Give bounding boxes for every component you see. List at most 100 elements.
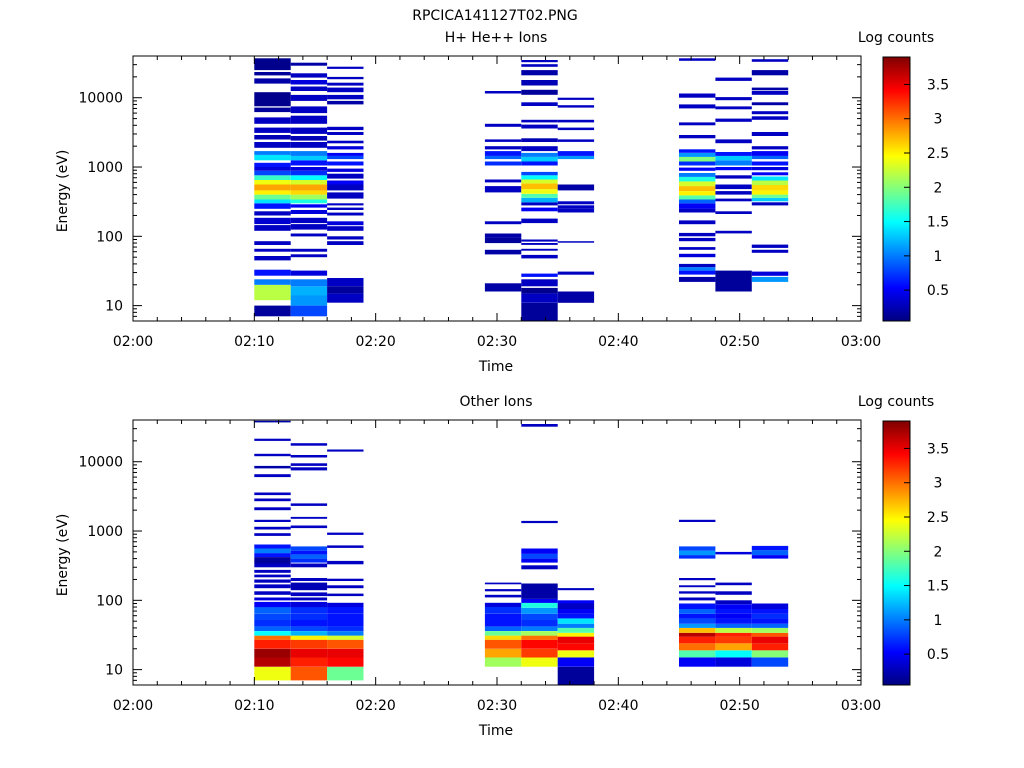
heatmap-cell [521,171,558,176]
heatmap-cell [327,168,364,172]
colorbar [882,56,911,322]
heatmap-cell [290,248,328,252]
heatmap-cell [254,167,291,171]
heatmap-cell [521,620,558,627]
heatmap-cell [327,155,364,160]
colorbar-tick-label: 3 [934,112,943,128]
heatmap-cell [290,199,328,204]
heatmap-cell [327,657,364,667]
heatmap-cell [521,146,558,152]
heatmap-cell [290,305,328,317]
heatmap-cell [751,271,789,276]
heatmap-cell [751,59,789,62]
heatmap-cell [557,618,595,624]
heatmap-cell [557,613,595,619]
heatmap-cell [751,555,789,559]
heatmap-cell [254,533,291,536]
heatmap-cell [254,438,291,441]
heatmap-cell [715,118,752,122]
heatmap-cell [254,269,291,276]
heatmap-cell [557,241,595,243]
heatmap-cell [557,609,595,614]
panel-h-he-ions: H+ He++ Ions Log counts 02:00 02:10 02:20 0… [55,30,949,375]
heatmap-cell [327,449,364,452]
heatmap-cell [484,613,522,620]
heatmap-cell [327,161,364,166]
heatmap-cell [751,176,789,181]
y-tick-label: 1000 [87,160,123,176]
heatmap-cell [254,453,291,457]
heatmap-cell [327,203,364,206]
heatmap-cell [715,270,752,292]
heatmap-cell [557,666,595,685]
heatmap-cell [679,578,716,581]
heatmap-cell [254,142,291,148]
heatmap-cell [290,601,328,608]
heatmap-cell [254,569,291,573]
heatmap-cell [290,631,328,636]
heatmap-cell [521,197,558,203]
heatmap-cell [254,666,291,681]
x-tick-label: 02:00 [113,698,153,714]
heatmap-cell [254,199,291,204]
heatmap-cell [751,151,789,156]
heatmap-cell [484,602,522,607]
heatmap-cell [679,232,716,237]
heatmap-cell [557,657,595,667]
heatmap-cell [557,650,595,658]
heatmap-cell [290,635,328,640]
heatmap-cell [254,127,291,133]
heatmap-cell [679,519,716,522]
heatmap-cell [290,270,328,276]
heatmap-cell [521,558,558,563]
heatmap-cell [327,184,364,191]
heatmap-cell [751,155,789,160]
heatmap-cell [290,563,328,568]
colorbar-tick-label: 2.5 [927,146,949,162]
heatmap-cell [557,636,595,644]
heatmap-cell [254,519,291,522]
heatmap-cell [327,593,364,597]
colorbar [882,420,911,686]
colorbar-tick-label: 0.5 [927,283,949,299]
heatmap-cell [715,609,752,614]
heatmap-cell [290,175,328,180]
heatmap-cell [715,551,752,555]
x-tick-label: 02:10 [234,334,274,350]
heatmap-cell [679,247,716,250]
heatmap-cell [254,563,291,568]
heatmap-cell [751,194,789,198]
heatmap-cell [679,208,716,213]
y-tick-label: 100 [96,593,123,609]
figure-title: RPCICA141127T02.PNG [412,8,577,24]
heatmap-cell [715,657,752,667]
heatmap-cell [254,217,291,225]
heatmap-cell [254,92,291,107]
heatmap-cell [521,179,558,184]
heatmap-cell [327,212,364,216]
heatmap-cell [254,635,291,640]
heatmap-cell [484,631,522,636]
heatmap-cell [679,603,716,609]
heatmap-cell [327,100,364,105]
heatmap-cell [679,263,716,268]
heatmap-cell [715,175,752,179]
heatmap-cell [679,609,716,614]
heatmap-cell [715,198,752,202]
heatmap-cell [290,127,328,134]
heatmap-cell [715,167,752,171]
heatmap-cell [751,244,789,248]
heatmap-cell [679,186,716,191]
heatmap-cell [254,194,291,200]
heatmap-cell [521,583,558,599]
heatmap-cell [327,94,364,100]
heatmap-cell [521,631,558,636]
heatmap-cell [327,87,364,93]
heatmap-cell [484,589,522,592]
heatmap-cell [557,603,595,609]
heatmap-cell [290,184,328,191]
heatmap-cell [521,124,558,129]
heatmap-cell [254,78,291,84]
heatmap-cell [679,636,716,644]
